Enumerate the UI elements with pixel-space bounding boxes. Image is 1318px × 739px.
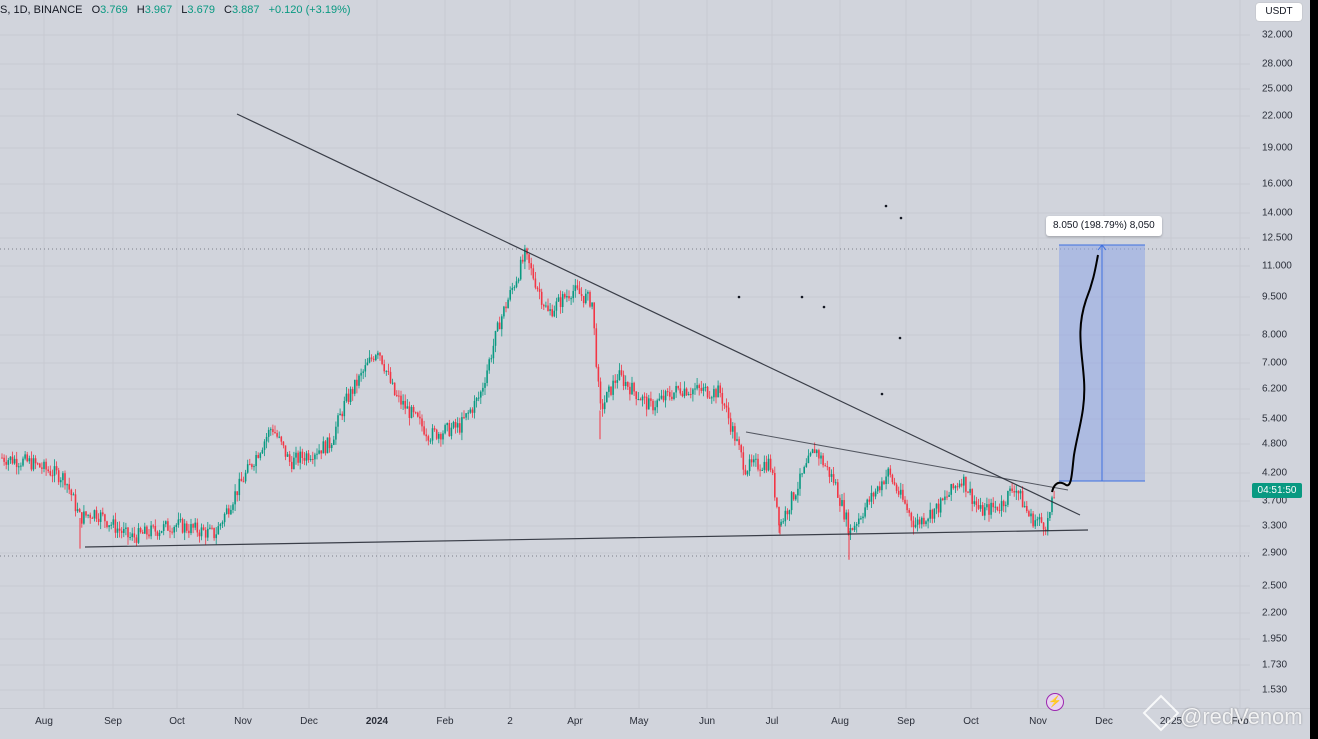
- price-tick-label: 22.000: [1262, 110, 1293, 122]
- time-axis[interactable]: [0, 708, 1310, 739]
- price-tick-label: 2.500: [1262, 580, 1288, 592]
- price-tick-label: 14.000: [1262, 207, 1293, 219]
- time-tick-label: Nov: [234, 716, 252, 727]
- price-tick-label: 1.950: [1262, 633, 1288, 645]
- symbol-info: S, 1D, BINANCE: [0, 4, 83, 16]
- binance-logo-icon: [1142, 694, 1180, 732]
- change-value: +0.120 (+3.19%): [268, 4, 351, 16]
- time-tick-label: Sep: [897, 716, 915, 727]
- price-tick-label: 9.500: [1262, 291, 1288, 303]
- measure-tool-label: 8.050 (198.79%) 8,050: [1046, 216, 1162, 236]
- price-tick-label: 2.900: [1262, 547, 1288, 559]
- time-tick-label: Jun: [698, 716, 716, 727]
- price-tick-label: 3.300: [1262, 520, 1288, 532]
- time-tick-label: Nov: [1029, 716, 1047, 727]
- price-tick-label: 3.700: [1262, 495, 1288, 507]
- high-value: 3.967: [144, 4, 173, 16]
- time-tick-label: Oct: [169, 716, 185, 727]
- time-tick-label: May: [629, 716, 649, 727]
- time-tick-label: Sep: [104, 716, 122, 727]
- time-tick-label: Feb: [1231, 716, 1249, 727]
- time-tick-label: Feb: [436, 716, 454, 727]
- close-value: 3.887: [231, 4, 260, 16]
- price-tick-label: 6.200: [1262, 383, 1288, 395]
- price-tick-label: 19.000: [1262, 142, 1293, 154]
- price-tick-label: 8.000: [1262, 329, 1288, 341]
- open-value: 3.769: [100, 4, 128, 16]
- price-tick-label: 4.200: [1262, 467, 1288, 479]
- time-tick-label: Aug: [831, 716, 849, 727]
- watermark: @redVenom: [1142, 694, 1303, 732]
- time-tick-label: Dec: [300, 716, 318, 727]
- time-tick-label: 2024: [365, 716, 389, 727]
- price-tick-label: 4.800: [1262, 438, 1288, 450]
- window-edge: [1310, 0, 1318, 738]
- price-tick-label: 12.500: [1262, 232, 1293, 244]
- price-tick-label: 1.530: [1262, 684, 1288, 696]
- time-tick-label: Aug: [35, 716, 53, 727]
- time-tick-label: 2025: [1159, 716, 1183, 727]
- symbol-legend: S, 1D, BINANCE O3.769 H3.967 L3.679 C3.8…: [0, 4, 351, 16]
- price-tick-label: 16.000: [1262, 178, 1293, 190]
- candlestick-chart[interactable]: [0, 0, 1250, 708]
- time-tick-label: Jul: [765, 716, 779, 727]
- price-tick-label: 7.000: [1262, 357, 1288, 369]
- chart-pane[interactable]: [0, 0, 1250, 708]
- price-tick-label: 28.000: [1262, 58, 1293, 70]
- bar-countdown-badge: 04:51:50: [1252, 483, 1302, 498]
- price-tick-label: 11.000: [1262, 260, 1292, 272]
- low-value: 3.679: [187, 4, 215, 16]
- time-tick-label: Oct: [963, 716, 979, 727]
- currency-button[interactable]: USDT: [1256, 3, 1302, 21]
- price-tick-label: 2.200: [1262, 607, 1288, 619]
- price-tick-label: 25.000: [1262, 83, 1293, 95]
- price-tick-label: 1.730: [1262, 659, 1288, 671]
- time-tick-label: Dec: [1095, 716, 1113, 727]
- lightning-event-icon[interactable]: ⚡: [1046, 693, 1064, 711]
- price-axis[interactable]: [1250, 0, 1310, 708]
- time-tick-label: Apr: [567, 716, 583, 727]
- price-tick-label: 5.400: [1262, 413, 1288, 425]
- time-tick-label: 2: [507, 716, 513, 727]
- price-tick-label: 32.000: [1262, 29, 1293, 41]
